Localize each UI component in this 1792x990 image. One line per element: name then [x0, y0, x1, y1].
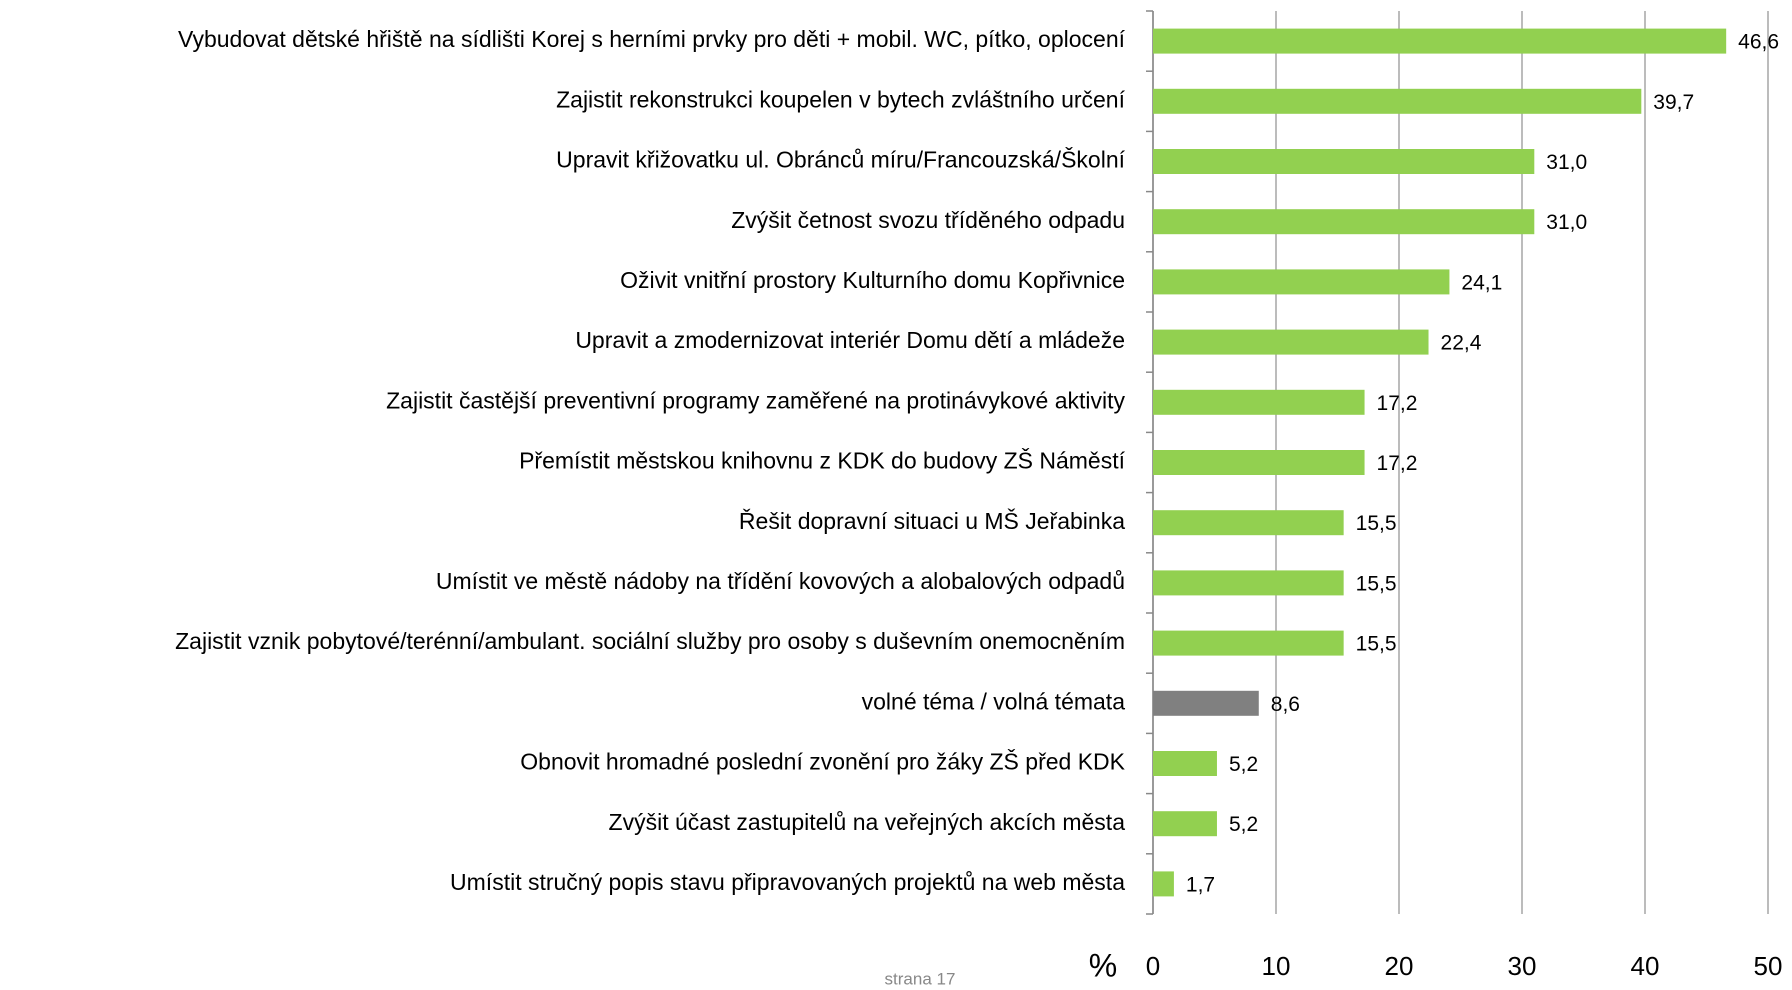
bar	[1153, 871, 1174, 897]
value-label: 15,5	[1356, 633, 1397, 656]
value-label: 1,7	[1186, 873, 1215, 896]
y-tick-label: Vybudovat dětské hřiště na sídlišti Kore…	[178, 26, 1126, 52]
value-label: 46,6	[1738, 31, 1779, 54]
value-label: 5,2	[1229, 753, 1258, 776]
value-label: 15,5	[1356, 512, 1397, 535]
y-tick-label: Zajistit častější preventivní programy z…	[386, 387, 1125, 413]
bar	[1153, 630, 1344, 656]
y-tick-label: Zvýšit četnost svozu tříděného odpadu	[731, 207, 1125, 233]
bar	[1153, 28, 1727, 54]
x-axis-label: %	[1089, 947, 1117, 983]
bar	[1153, 329, 1429, 355]
bar	[1153, 510, 1344, 536]
value-label: 31,0	[1546, 211, 1587, 234]
x-tick-label: 40	[1631, 951, 1660, 981]
value-label: 17,2	[1377, 452, 1418, 475]
y-tick-label: Zajistit rekonstrukci koupelen v bytech …	[556, 86, 1125, 112]
bar	[1153, 389, 1365, 415]
x-tick-label: 10	[1262, 951, 1291, 981]
bar	[1153, 88, 1642, 114]
bar	[1153, 811, 1217, 837]
bar	[1153, 450, 1365, 475]
x-tick-label: 30	[1508, 951, 1537, 981]
y-tick-label: Obnovit hromadné poslední zvonění pro žá…	[520, 748, 1125, 775]
bar	[1153, 751, 1217, 776]
y-tick-label: Řešit dopravní situaci u MŠ Jeřabinka	[739, 507, 1125, 534]
footer: strana 17	[885, 969, 956, 988]
y-tick-label: Umístit stručný popis stavu připravovaný…	[450, 869, 1125, 895]
bar	[1153, 209, 1535, 235]
value-label: 24,1	[1461, 271, 1502, 294]
value-label: 31,0	[1546, 151, 1587, 174]
value-label: 17,2	[1377, 392, 1418, 415]
y-tick-label: Zajistit vznik pobytové/terénní/ambulant…	[175, 628, 1125, 654]
y-tick-label: Umístit ve městě nádoby na třídění kovov…	[436, 568, 1125, 594]
value-label: 39,7	[1653, 91, 1694, 114]
y-tick-label: Přemístit městskou knihovnu z KDK do bud…	[519, 447, 1126, 474]
value-label: 5,2	[1229, 813, 1258, 836]
bar	[1153, 149, 1535, 174]
y-tick-label: Upravit křižovatku ul. Obránců míru/Fran…	[556, 146, 1125, 173]
value-label: 8,6	[1271, 693, 1300, 716]
y-tick-label: Oživit vnitřní prostory Kulturního domu …	[620, 267, 1125, 293]
value-label: 15,5	[1356, 572, 1397, 595]
x-tick-label: 50	[1754, 951, 1783, 981]
bar	[1153, 269, 1450, 295]
value-label: 22,4	[1441, 332, 1482, 355]
x-tick-label: 0	[1146, 951, 1160, 981]
y-tick-label: Upravit a zmodernizovat interiér Domu dě…	[575, 327, 1125, 353]
y-tick-label: Zvýšit účast zastupitelů na veřejných ak…	[609, 809, 1126, 835]
x-tick-label: 20	[1385, 951, 1414, 981]
bar	[1153, 570, 1344, 596]
y-tick-label: volné téma / volná témata	[862, 688, 1126, 714]
bar	[1153, 690, 1259, 716]
